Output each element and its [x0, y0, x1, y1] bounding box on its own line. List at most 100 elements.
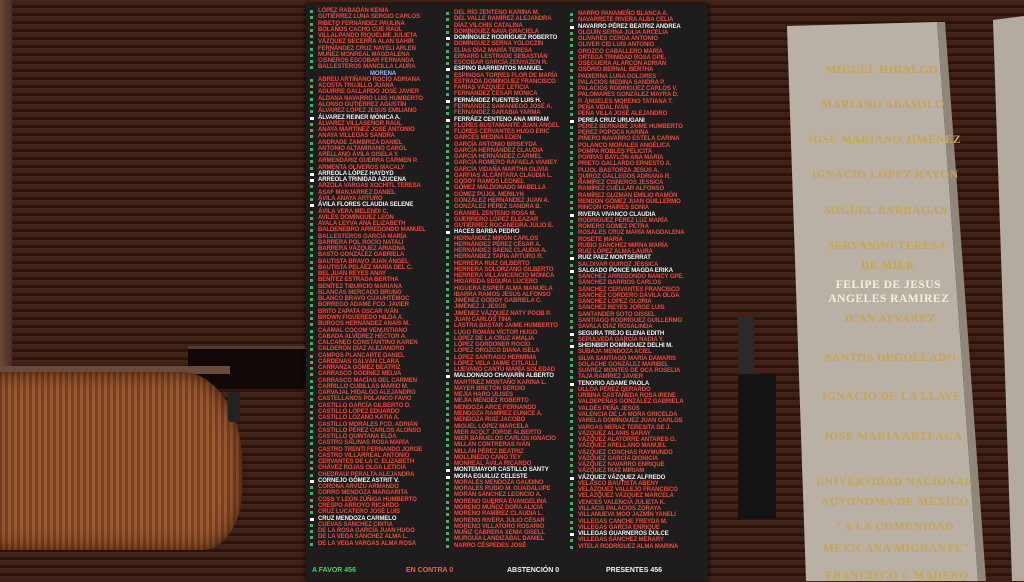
legislator-row: ÁVILA VERA MELENDI C. [310, 209, 426, 215]
legislator-row: SÁNCHEZ CORDERO DÁVILA OLGA [570, 293, 684, 299]
legislator-row: MEJÍA MÉNDEZ ROBERTO [446, 398, 559, 404]
legislator-row: GÓMEZ PUJOL MERILYN [446, 192, 559, 198]
legislator-name: MONREAL ÁVILA RICARDO [454, 461, 532, 468]
legislator-row: GARFIAS ALCÁNTARA CLAUDIA L. [446, 173, 559, 179]
legislator-row: LUEVANO CANTU MARÍA SOLEDAD [446, 367, 559, 373]
legislator-row: BAUTISTA BRAVO JUAN ÁNGEL [310, 259, 426, 265]
legislator-row: MORENO RAMÍREZ CLAUDIA L. [446, 511, 559, 517]
vote-indicator-icon [310, 523, 313, 527]
vote-indicator-icon [570, 426, 573, 430]
vote-indicator-icon [310, 411, 313, 414]
vote-indicator-icon [570, 175, 573, 179]
legislator-name: SÁNCHEZ BARRIOS CARLOS [578, 280, 662, 287]
legislator-row: CASTILLO QUINTANA ELDA [310, 434, 426, 440]
legislator-name: SALDIVAR QUIROZ JESSICA [578, 261, 659, 268]
vote-indicator-icon [570, 244, 573, 248]
legislator-row: MORALES MENDOZA GAUDINO [446, 480, 559, 486]
pillar-inscription: FELIPE DE JESUS [835, 279, 941, 291]
legislator-name: MIER BAÑUELOS CARLOS IGNACIO [454, 436, 556, 443]
legislator-row: GONZÁLEZ PÉREZ SANDRA B. [446, 204, 559, 210]
legislator-row: DÍAZ VILCHIS CATALINA [446, 23, 559, 29]
legislator-row: CHÁVEZ ROJAS OLGA LETICIA [310, 465, 426, 471]
legislator-row: GARCÉS MEDINA EDEN [446, 135, 559, 141]
legislator-row: ALDANA NAVARRO LUIS HUMBERTO [310, 96, 426, 102]
legislator-name: NAVARRETE RIVERA ALBA CELIA [578, 17, 674, 24]
vote-indicator-icon [570, 382, 574, 386]
legislator-row: MEJÍA HARO ULISES [446, 392, 559, 398]
legislator-name: URBINA CASTAÑEDA ROSA IRENE [578, 393, 676, 400]
legislator-name: ULLOA PÉREZ GERARDO [578, 386, 651, 393]
legislator-name: ELÍAS DÍAZ MARÍA TERESA [454, 47, 533, 54]
pillar-face [787, 22, 978, 581]
legislator-name: MEJÍA HARO ULISES [454, 392, 514, 399]
legislator-name: BALLESTEROS GARCÍA MARÍA [318, 233, 407, 240]
legislator-name: VÁZQUEZ NAVARRO ENRIQUE [578, 462, 665, 469]
vote-indicator-icon [310, 323, 313, 327]
vote-indicator-icon [310, 141, 313, 145]
vote-indicator-icon [570, 332, 574, 336]
legislator-row: BALLESTEROS GARCÍA MARÍA [310, 234, 426, 240]
legislator-row: VENCES VALENCIA JULIETA K. [570, 500, 684, 506]
legislator-row: MOLLINEDO CANO TEY [446, 455, 559, 461]
legislator-row: VELÁZQUEZ VÁZQUEZ MARCELA [570, 493, 684, 499]
legislator-row: RUIZ LÓPEZ ALMA LAURA [570, 249, 684, 255]
total-favor: A FAVOR 456 [312, 567, 356, 574]
vote-indicator-icon [446, 519, 449, 523]
legislator-name: CERVANTES DE LA C. ELIZABETH [318, 459, 415, 466]
legislator-row: JUAN CARLOS TINA [446, 317, 559, 323]
legislator-name: ESPINO BARRIENTOS MANUEL [454, 66, 543, 73]
vote-indicator-icon [570, 213, 574, 217]
vote-indicator-icon [446, 381, 449, 385]
legislator-row: PUJOL BASTORZA JESÚS A. [570, 168, 684, 174]
legislator-name: FLORES BUSTAMANTE JUAN ÁNGEL [454, 122, 560, 129]
legislator-name: LÓPEZ VELA JAIME CITLALLI [454, 360, 538, 367]
vote-indicator-icon [446, 375, 450, 379]
legislator-name: GARCÍA VIDAÑA MARTHA OLIVIA [454, 166, 549, 173]
legislator-name: COSS Y LEÓN ZÚÑIGA HUMBERTO [318, 496, 417, 503]
legislator-name: LÓPEZ DE LA CRUZ AMALIA [454, 335, 535, 342]
legislator-row: ANDRADE ZAMBRIZA DANIEL [310, 140, 426, 146]
vote-indicator-icon [446, 74, 449, 78]
legislator-row: DEL RÍO ZENTENO KARINA M. [446, 10, 559, 16]
legislator-name: CRUZ LUCATERO JOSÉ LUIS [318, 509, 400, 516]
legislator-name: RUIZ PAEZ MONTSERRAT [578, 255, 651, 262]
pillar-inscription: UNIVERSIDAD NACIONAL [815, 476, 973, 488]
vote-indicator-icon [570, 376, 573, 380]
legislator-row: PRIETO GALLARDO ERNESTO A. [570, 161, 684, 167]
legislator-name: JIMÉNEZ VÁZQUEZ NATY POOB P. [454, 310, 551, 317]
legislator-name: CAAMAL COCOM VENUSTIANO [318, 327, 408, 334]
vote-indicator-icon [570, 81, 573, 85]
vote-indicator-icon [446, 18, 449, 22]
legislator-name: PÉREZ BERNABÉ JAIME HUMBERTO [578, 123, 683, 130]
legislator-name: ANAYA VILLEGAS SANDRA [318, 133, 395, 140]
legislator-name: OSEGUERA ALARCÓN ADRIÁN [578, 61, 667, 68]
legislator-name: VILLEGAS GUARNEROS DULCE [578, 531, 669, 538]
vote-indicator-icon [446, 450, 449, 454]
legislator-name: CHEDRAUI PERALTA ALEJANDRA [318, 471, 415, 478]
legislator-row: MONREAL ÁVILA RICARDO [446, 461, 559, 467]
legislator-name: CASTELLANOS POLANCO FAVIO [318, 396, 412, 403]
pillar-side [937, 22, 986, 581]
vote-indicator-icon [570, 451, 573, 455]
legislator-name: MIER ACOLT JORGE ALBERTO [454, 429, 542, 436]
vote-indicator-icon [310, 473, 313, 477]
legislator-row: CASTELLANOS POLANCO FAVIO [310, 396, 426, 402]
legislator-name: SEPÚLVEDA GARCÍA NADIA Y. [578, 336, 664, 343]
legislator-row: CORONA ARVIZU ARMANDO [310, 484, 426, 490]
legislator-row: PEREA CRUZ URUGANI [570, 118, 684, 124]
vote-indicator-icon [446, 331, 449, 335]
legislator-row: ARREOLA TRINIDAD AZUCENA [310, 177, 426, 183]
legislator-name: DEL RÍO ZENTENO KARINA M. [454, 10, 540, 16]
pillar-inscription: JOSE MARIA ARTEAGA [823, 431, 963, 443]
legislator-name: FERNÁNDEZ CRUZ NAYELI ARLEN [318, 45, 416, 52]
vote-indicator-icon [570, 401, 573, 405]
legislator-row: RAMÍREZ CISNEROS JESSICA [570, 180, 684, 186]
legislator-row: PALACIOS MEDINA SANDRA P. [570, 80, 684, 86]
legislator-row: FARÍAS VÁZQUEZ LETICIA [446, 85, 559, 91]
vote-indicator-icon [310, 298, 313, 302]
legislator-name: CASTRO SALINAS ROSA MARÍA [318, 440, 409, 447]
legislator-name: IBARRA RAMOS JESÚS ALFONSO [454, 291, 551, 298]
vote-indicator-icon [310, 172, 314, 176]
legislator-row: FERNÁNDEZ CÉSAR MÓNICA [446, 91, 559, 97]
vote-indicator-icon [570, 282, 573, 286]
